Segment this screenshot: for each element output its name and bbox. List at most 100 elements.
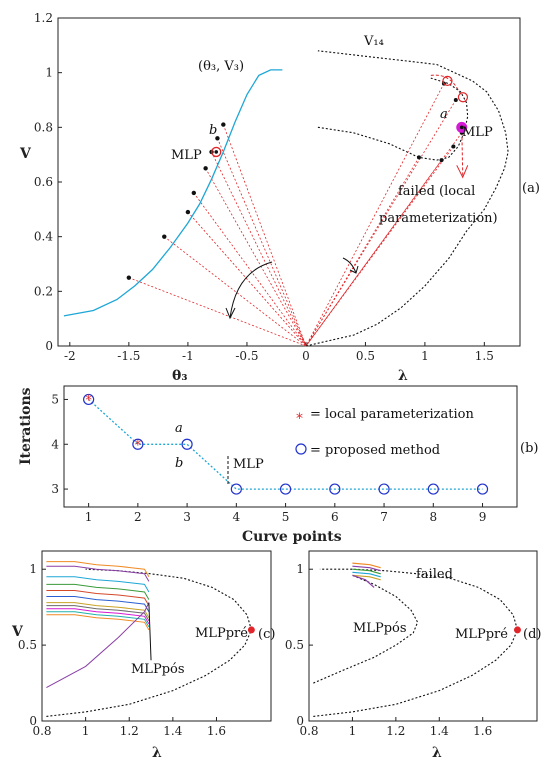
b-mlp-label: MLP	[233, 457, 264, 472]
d-trace-line	[352, 568, 381, 575]
failed-point	[442, 75, 453, 86]
panel-a-fan-lines	[128, 83, 463, 347]
c-trace-line	[46, 596, 150, 612]
legend-proposed: = proposed method	[310, 443, 440, 458]
proposed-method-point	[230, 483, 242, 495]
panel-a-points	[126, 75, 469, 280]
b-xtick-label: 4	[233, 510, 241, 524]
rotation-arrowhead-left	[225, 307, 236, 320]
c-trace-line	[46, 614, 150, 631]
c-xtick-label: 1.4	[163, 724, 182, 738]
mlp-right-marker-dot	[459, 125, 464, 130]
point-b-label: b	[209, 123, 217, 138]
c-trace-line	[46, 583, 150, 600]
panel-a-frame	[57, 17, 521, 347]
c-xtick-label: 0.8	[32, 724, 51, 738]
pv-curve-label: V₁₄	[363, 34, 384, 49]
d-ytick-label: 0.5	[285, 638, 304, 652]
c-mlp-pre-label: MLPpré	[195, 626, 248, 641]
fan-line	[217, 138, 307, 347]
d-xtick-label: 0.8	[299, 724, 318, 738]
c-trace-line	[46, 602, 150, 689]
b-ytick-label: 3	[51, 482, 59, 496]
c-ytick-label: 0	[29, 714, 37, 728]
theta-curve-label: (θ₃, V₃)	[198, 59, 244, 74]
panel-b-ylabel: Iterations	[18, 387, 34, 465]
pv-point	[451, 144, 456, 149]
legend-star-icon: *	[296, 411, 303, 427]
proposed-method-point	[279, 483, 292, 495]
d-failed-label: failed	[416, 567, 453, 582]
proposed-method-point	[427, 483, 439, 495]
c-xtick-label: 1.6	[207, 724, 226, 738]
proposed-method-point	[181, 438, 193, 450]
d-xtick-label: 1	[349, 724, 357, 738]
fan-line	[222, 124, 307, 347]
d-mlp-pos-label: MLPpós	[353, 621, 407, 636]
panel-a-ticks: 0 0.2 0.4 0.6 0.8 1 1.2 -2 -1.5 -1 -0.5 0 0.5 1 1.5	[34, 11, 494, 363]
d-xtick-label: 1.4	[430, 724, 449, 738]
inner-pv-curve	[317, 77, 469, 161]
a-ytick-label: 0.8	[34, 120, 53, 134]
panel-c-frame	[41, 550, 272, 722]
panel-a-right-xlabel: λ	[398, 368, 408, 384]
theta-point	[185, 209, 191, 215]
c-trace-line	[46, 602, 150, 619]
panel-d-xlabel: λ	[432, 745, 442, 761]
c-ytick-label: 1	[29, 562, 37, 576]
d-trace-line	[352, 565, 381, 572]
c-trace-line	[46, 608, 150, 625]
fan-line	[305, 157, 420, 347]
d-trace-line	[352, 562, 381, 569]
b-xtick-label: 6	[331, 510, 339, 524]
b-xtick-label: 1	[85, 510, 93, 524]
c-mlp-pre-point	[247, 626, 255, 634]
a-right-xtick-label: 0	[302, 349, 310, 363]
b-xtick-label: 7	[380, 510, 388, 524]
proposed-method-point	[132, 438, 144, 450]
panel-c-ylabel: V	[11, 624, 24, 640]
mlp-left-label: MLP	[171, 148, 202, 163]
a-left-xtick-label: -1	[182, 349, 194, 363]
theta-point	[126, 275, 132, 280]
c-mlp-pos-label: MLPpós	[131, 662, 185, 677]
failed-arrowhead	[456, 165, 469, 179]
c-trace-line	[46, 576, 150, 593]
panel-c-label: (c)	[258, 627, 275, 642]
local-param-point: *	[85, 393, 92, 408]
c-mlp-pos-pointer	[148, 602, 152, 661]
legend-circle-icon	[295, 443, 307, 455]
fan-line	[305, 146, 454, 347]
point-a-label: a	[440, 107, 448, 122]
failed-label-line1: failed (local	[398, 184, 475, 199]
a-ytick-label: 0.2	[34, 284, 53, 298]
c-xtick-label: 1.2	[120, 724, 139, 738]
fan-line	[193, 192, 307, 347]
proposed-method-point	[329, 483, 341, 495]
fan-line	[305, 99, 457, 347]
c-trace-line	[46, 605, 150, 622]
panel-a-curves	[63, 50, 509, 347]
panel-c-curves	[46, 561, 255, 717]
b-xtick-label: 2	[134, 510, 142, 524]
rotation-arrow-left	[229, 261, 273, 319]
c-xtick-label: 1	[82, 724, 90, 738]
theta-point	[203, 166, 208, 171]
a-right-xtick-label: 1	[421, 349, 429, 363]
local-param-point: *	[135, 438, 142, 453]
fan-line	[211, 151, 307, 347]
mlp-left-marker-dot	[214, 150, 219, 154]
d-pv-curve	[313, 568, 519, 717]
panel-a-left-xlabel: θ₃	[172, 368, 187, 384]
d-trace-line	[352, 571, 381, 578]
a-left-xtick-label: -2	[64, 349, 76, 363]
pv-point	[416, 155, 421, 160]
d-inner-curve	[313, 574, 419, 684]
a-ytick-label: 0	[45, 339, 53, 353]
d-ytick-label: 0	[296, 714, 304, 728]
b-xtick-label: 5	[282, 510, 290, 524]
panel-a: 00.20.40.60.811.2-2 -1.5 -1 -0.5 0 0.5 1 1.5 V …	[19, 11, 540, 384]
a-left-xtick-label: -1.5	[117, 349, 140, 363]
panel-a-ylabel: V	[19, 146, 32, 162]
